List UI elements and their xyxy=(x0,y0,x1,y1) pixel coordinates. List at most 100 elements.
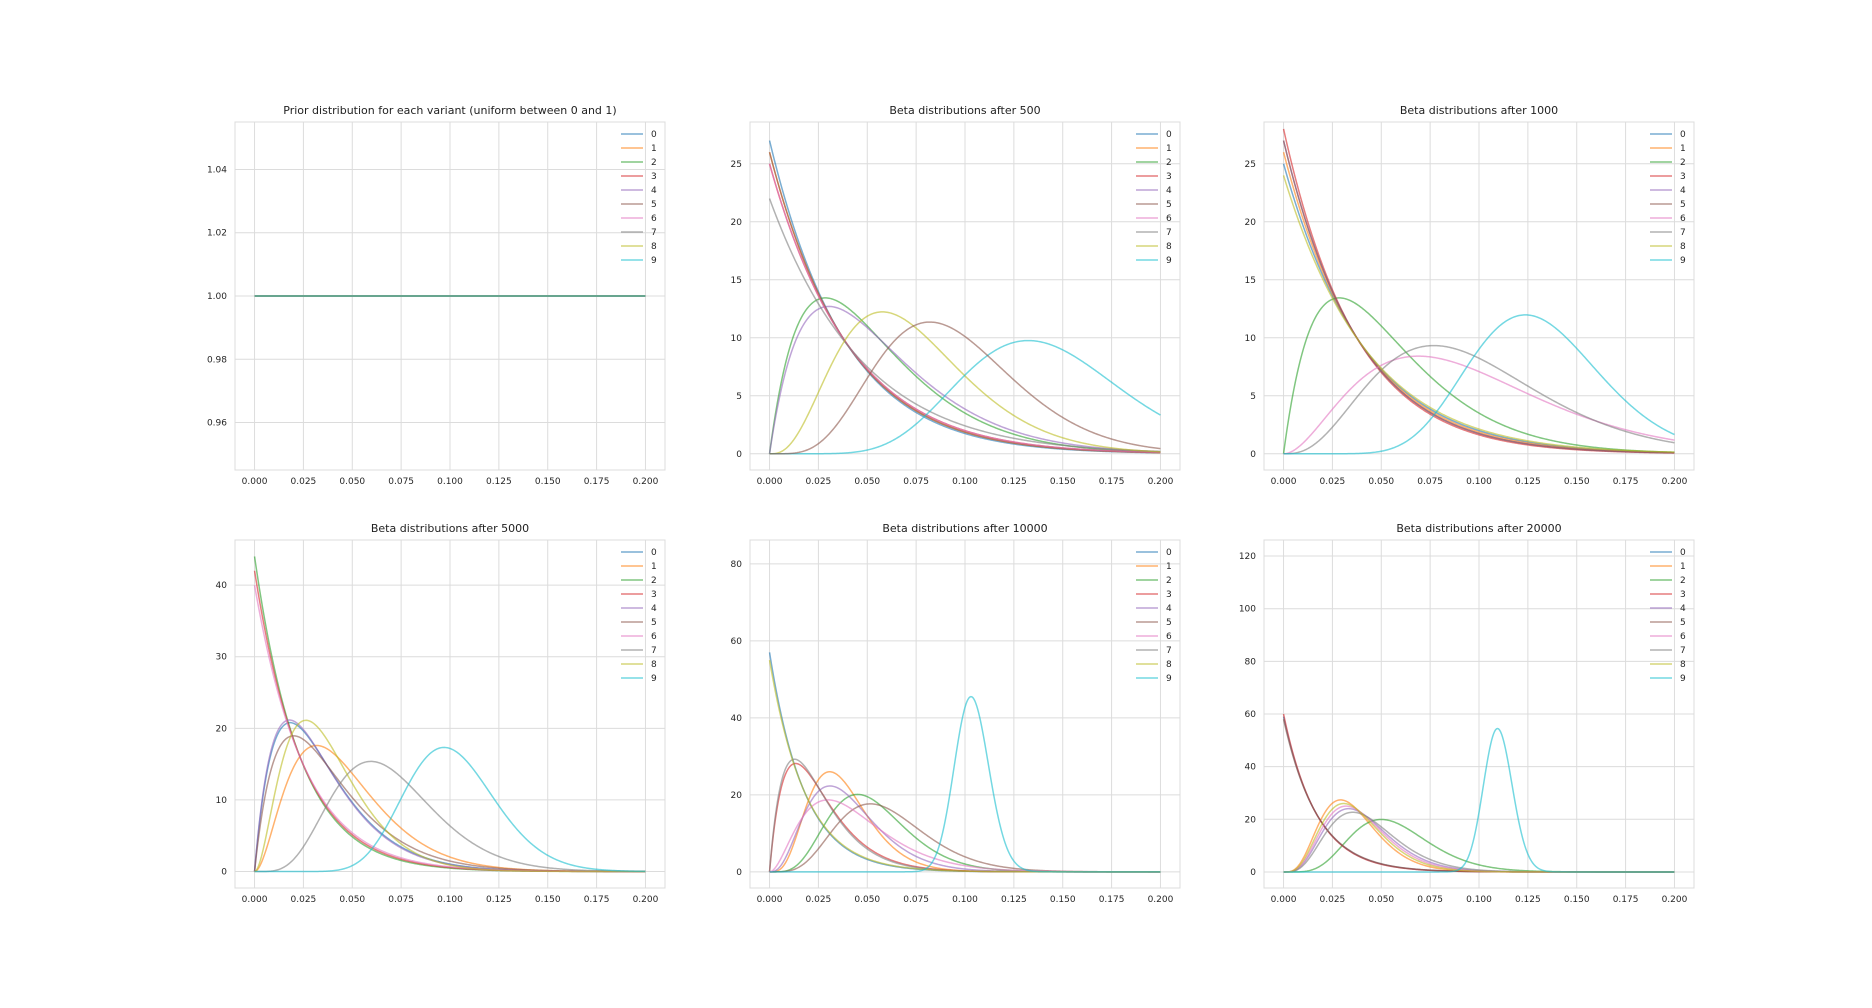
series-line-6 xyxy=(1283,355,1675,455)
y-tick-label: 20 xyxy=(1245,218,1257,228)
legend-label-4: 4 xyxy=(1680,604,1686,614)
y-tick-label: 5 xyxy=(1250,392,1256,402)
x-tick-label: 0.175 xyxy=(1099,895,1125,905)
legend-label-8: 8 xyxy=(1166,660,1172,670)
series-line-9 xyxy=(769,339,1161,455)
x-tick-label: 0.100 xyxy=(1466,477,1492,487)
legend-label-2: 2 xyxy=(1680,576,1686,586)
subplot-svg: Beta distributions after 500 0.000 0.025 0.… xyxy=(731,104,1181,487)
x-tick-label: 0.000 xyxy=(757,895,783,905)
legend-label-7: 7 xyxy=(1166,646,1172,656)
x-tick-label: 0.050 xyxy=(1368,895,1394,905)
y-tick-label: 40 xyxy=(731,714,743,724)
legend-label-3: 3 xyxy=(1680,172,1686,182)
plot-frame xyxy=(1263,121,1695,471)
subplot-5: Beta distributions after 20000 0.000 0.025… xyxy=(1204,518,1704,926)
series-line-8 xyxy=(1282,175,1675,453)
x-tick-label: 0.150 xyxy=(535,477,561,487)
legend-label-1: 1 xyxy=(651,562,657,572)
plot-frame xyxy=(234,539,666,889)
subplot-svg: Beta distributions after 10000 0.000 0.025… xyxy=(731,522,1181,905)
legend-label-5: 5 xyxy=(651,618,657,628)
legend-label-3: 3 xyxy=(1166,590,1172,600)
series-line-8 xyxy=(254,719,646,873)
y-tick-label: 10 xyxy=(731,334,743,344)
x-tick-label: 0.200 xyxy=(1148,477,1174,487)
legend-label-4: 4 xyxy=(1680,186,1686,196)
y-tick-label: 40 xyxy=(1245,763,1257,773)
x-tick-label: 0.050 xyxy=(854,477,880,487)
legend-label-8: 8 xyxy=(651,242,657,252)
series-line-9 xyxy=(254,746,646,873)
x-tick-label: 0.175 xyxy=(1613,477,1639,487)
subplot-svg: Prior distribution for each variant (uni… xyxy=(207,104,666,487)
legend-label-2: 2 xyxy=(1680,158,1686,168)
series-line-9 xyxy=(1283,314,1675,455)
legend-label-2: 2 xyxy=(1166,576,1172,586)
series-line-6 xyxy=(768,163,1161,454)
legend-label-9: 9 xyxy=(1166,256,1172,266)
x-tick-label: 0.100 xyxy=(437,895,463,905)
legend-label-2: 2 xyxy=(1166,158,1172,168)
x-tick-label: 0.075 xyxy=(1417,477,1443,487)
subplot-0: Prior distribution for each variant (uni… xyxy=(175,100,675,508)
x-tick-label: 0.175 xyxy=(1613,895,1639,905)
legend-label-3: 3 xyxy=(651,590,657,600)
x-tick-label: 0.075 xyxy=(903,477,929,487)
y-tick-label: 20 xyxy=(731,791,743,801)
subplot-4: Beta distributions after 10000 0.000 0.025… xyxy=(690,518,1190,926)
legend-label-2: 2 xyxy=(651,158,657,168)
y-tick-label: 20 xyxy=(1245,815,1257,825)
y-tick-label: 10 xyxy=(1245,334,1257,344)
legend-label-9: 9 xyxy=(1166,674,1172,684)
legend-label-6: 6 xyxy=(651,632,657,642)
legend-label-7: 7 xyxy=(1680,646,1686,656)
x-tick-label: 0.200 xyxy=(633,895,659,905)
y-tick-label: 15 xyxy=(731,276,742,286)
y-tick-label: 100 xyxy=(1239,605,1256,615)
x-tick-label: 0.050 xyxy=(339,477,365,487)
x-tick-label: 0.150 xyxy=(1050,477,1076,487)
chart-title: Beta distributions after 500 xyxy=(889,104,1040,117)
y-tick-label: 25 xyxy=(731,160,742,170)
x-tick-label: 0.125 xyxy=(1001,895,1027,905)
y-tick-label: 0 xyxy=(736,868,742,878)
series-line-5 xyxy=(1282,140,1675,454)
y-tick-label: 1.04 xyxy=(207,165,227,175)
series-line-7 xyxy=(768,198,1161,453)
subplot-svg: Beta distributions after 20000 0.000 0.025… xyxy=(1239,522,1695,905)
x-tick-label: 0.200 xyxy=(1662,477,1688,487)
x-tick-label: 0.125 xyxy=(486,895,512,905)
legend-label-1: 1 xyxy=(651,144,657,154)
x-tick-label: 0.025 xyxy=(1320,895,1346,905)
y-tick-label: 0 xyxy=(1250,450,1256,460)
y-tick-label: 80 xyxy=(731,560,743,570)
legend-label-4: 4 xyxy=(1166,186,1172,196)
legend-label-0: 0 xyxy=(1680,548,1686,558)
legend-label-8: 8 xyxy=(1166,242,1172,252)
x-tick-label: 0.100 xyxy=(952,895,978,905)
y-tick-label: 10 xyxy=(216,796,228,806)
x-tick-label: 0.125 xyxy=(1001,477,1027,487)
y-tick-label: 0.98 xyxy=(207,355,227,365)
x-tick-label: 0.025 xyxy=(291,477,317,487)
chart-title: Beta distributions after 1000 xyxy=(1400,104,1558,117)
legend-label-8: 8 xyxy=(1680,660,1686,670)
y-tick-label: 15 xyxy=(1245,276,1256,286)
legend-label-1: 1 xyxy=(1680,562,1686,572)
legend-label-9: 9 xyxy=(651,256,657,266)
legend-label-5: 5 xyxy=(651,200,657,210)
legend-label-0: 0 xyxy=(1166,548,1172,558)
y-tick-label: 20 xyxy=(731,218,743,228)
x-tick-label: 0.175 xyxy=(584,477,610,487)
x-tick-label: 0.150 xyxy=(1564,477,1590,487)
legend-label-5: 5 xyxy=(1680,200,1686,210)
x-tick-label: 0.100 xyxy=(1466,895,1492,905)
legend-label-9: 9 xyxy=(1680,256,1686,266)
legend-label-0: 0 xyxy=(1166,130,1172,140)
series-line-7 xyxy=(254,760,646,873)
legend-label-6: 6 xyxy=(1680,214,1686,224)
x-tick-label: 0.000 xyxy=(242,477,268,487)
legend-label-5: 5 xyxy=(1166,200,1172,210)
x-tick-label: 0.075 xyxy=(388,895,414,905)
